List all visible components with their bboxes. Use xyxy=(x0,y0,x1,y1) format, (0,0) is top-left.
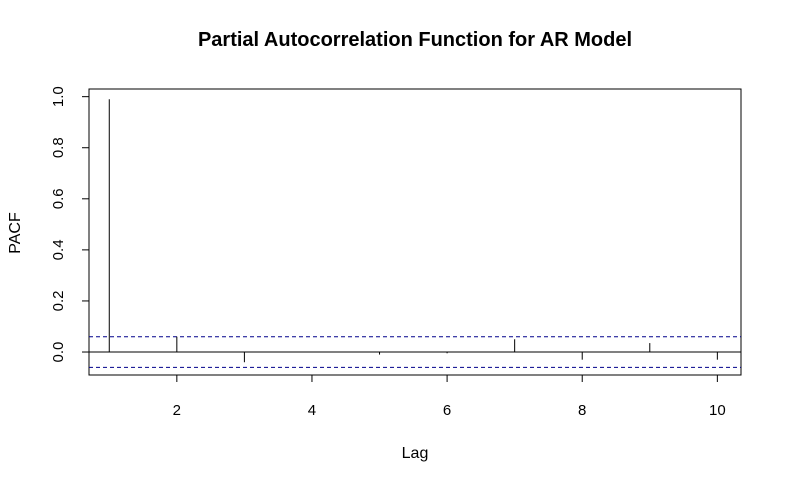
x-tick-label-4: 4 xyxy=(308,402,316,419)
x-tick-label-6: 6 xyxy=(443,402,451,419)
y-tick-label-0.6: 0.6 xyxy=(50,188,67,209)
x-tick-label-10: 10 xyxy=(709,402,726,419)
y-tick-label-0.2: 0.2 xyxy=(50,291,67,312)
y-tick-label-0.4: 0.4 xyxy=(50,239,67,260)
x-axis-label: Lag xyxy=(402,445,429,462)
x-tick-label-8: 8 xyxy=(578,402,586,419)
y-tick-label-1.0: 1.0 xyxy=(50,86,67,107)
chart-title: Partial Autocorrelation Function for AR … xyxy=(198,29,632,51)
plot-frame xyxy=(88,88,742,376)
x-tick-label-2: 2 xyxy=(173,402,181,419)
y-tick-label-0.0: 0.0 xyxy=(50,342,67,363)
y-tick-label-0.8: 0.8 xyxy=(50,137,67,158)
y-axis-label: PACF xyxy=(7,212,24,254)
chart-marks: 2 4 6 8 10 0.0 0.2 0.4 0.6 0.8 1.0 xyxy=(50,86,741,419)
